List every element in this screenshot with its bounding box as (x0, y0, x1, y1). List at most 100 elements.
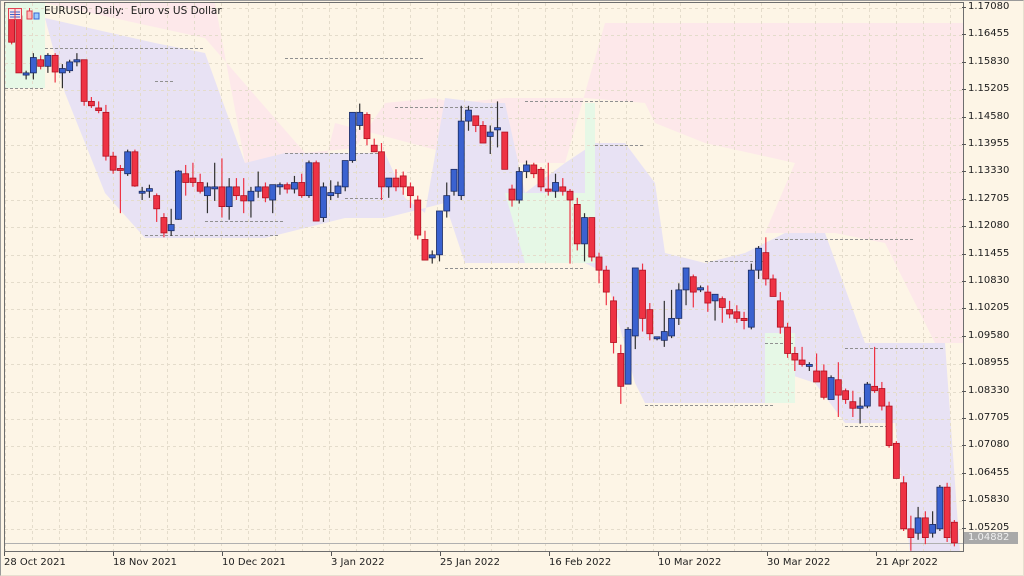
chart-type-icon[interactable] (26, 5, 40, 20)
bear-candle (537, 168, 545, 188)
candlestick-chart (5, 3, 963, 551)
price-tick: 1.12080 (961, 220, 1009, 232)
bear-candle (407, 186, 414, 197)
bear-candle (740, 317, 748, 321)
bull-candle (682, 267, 690, 291)
bear-candle (363, 114, 371, 140)
bear-candle (842, 390, 849, 400)
bear-candle (646, 309, 654, 335)
bear-candle (588, 217, 596, 258)
bear-candle (602, 269, 610, 293)
bull-candle (349, 111, 356, 161)
price-tick: 1.10205 (961, 302, 1009, 314)
bull-candle (356, 111, 364, 126)
bull-candle (320, 186, 327, 218)
bull-candle (755, 247, 762, 271)
bear-candle (196, 182, 204, 192)
bear-candle (798, 359, 806, 365)
bull-candle (457, 120, 465, 197)
bull-candle (291, 182, 298, 190)
price-tick: 1.08955 (961, 357, 1009, 369)
bear-candle (160, 217, 168, 234)
price-tick: 1.08330 (961, 385, 1009, 397)
bear-candle (704, 291, 712, 304)
bull-candle (936, 486, 944, 530)
time-axis[interactable]: 28 Oct 2021 18 Nov 2021 10 Dec 2021 3 Jan 2… (4, 552, 964, 574)
bear-candle (37, 59, 45, 67)
bear-candle (610, 300, 617, 343)
time-tick: 30 Mar 2022 (767, 552, 830, 568)
bull-candle (225, 186, 233, 207)
bear-candle (769, 278, 777, 297)
bull-candle (523, 164, 530, 172)
price-tick: 1.15830 (961, 56, 1009, 68)
chart-list-icon[interactable] (8, 5, 22, 20)
bull-candle (914, 517, 922, 534)
bull-candle (276, 184, 284, 188)
bear-candle (784, 326, 791, 354)
bear-candle (617, 353, 625, 387)
bear-candle (530, 164, 538, 175)
bull-candle (436, 210, 443, 256)
bull-candle (711, 293, 719, 302)
price-tick: 1.09580 (961, 330, 1009, 342)
price-axis[interactable]: 1.17080 1.16455 1.15830 1.15205 1.14580 1.139… (961, 0, 1024, 552)
cloud-range (45, 18, 960, 551)
bear-candle (943, 486, 951, 538)
bull-candle (124, 151, 132, 175)
bear-candle (233, 186, 240, 197)
bull-candle (204, 186, 211, 197)
bull-candle (22, 72, 30, 76)
bear-candle (508, 188, 516, 201)
bull-candle (465, 109, 472, 122)
bull-candle (73, 59, 81, 63)
price-tick: 1.05205 (961, 522, 1009, 534)
chart-plot-area[interactable] (4, 2, 964, 552)
time-tick: 3 Jan 2022 (331, 552, 385, 568)
bull-candle (450, 168, 458, 192)
bear-candle (950, 521, 958, 544)
price-tick: 1.06455 (961, 467, 1009, 479)
cloud-down (45, 3, 963, 343)
price-tick: 1.07705 (961, 412, 1009, 424)
bull-candle (675, 289, 683, 319)
bull-candle (827, 377, 835, 400)
bear-candle (80, 59, 88, 102)
bear-candle (834, 379, 842, 396)
bull-candle (856, 405, 864, 409)
bull-candle (327, 192, 335, 197)
bear-candle (573, 204, 581, 245)
price-tick: 1.13330 (961, 165, 1009, 177)
bear-candle (472, 115, 480, 126)
bull-candle (428, 254, 436, 259)
bear-candle (189, 177, 197, 183)
bull-candle (341, 160, 349, 188)
bear-candle (283, 184, 291, 190)
bull-candle (254, 186, 262, 192)
bull-candle (747, 269, 755, 328)
bull-candle (211, 186, 219, 190)
bull-candle (58, 68, 66, 74)
bear-candle (421, 239, 429, 261)
price-tick: 1.11455 (961, 248, 1009, 260)
bear-candle (849, 401, 857, 409)
bull-candle (624, 328, 632, 385)
bear-candle (131, 151, 139, 187)
bear-candle (15, 15, 23, 74)
bear-candle (312, 162, 320, 222)
bear-candle (566, 190, 574, 201)
bear-candle (726, 309, 733, 315)
time-tick: 10 Dec 2021 (222, 552, 286, 568)
bear-candle (559, 186, 567, 192)
bear-candle (813, 370, 820, 383)
bull-candle (269, 184, 277, 201)
bear-candle (218, 186, 226, 207)
bear-candle (871, 385, 879, 392)
bear-candle (298, 182, 306, 197)
chart-title-bar: EURUSD, Daily: Euro vs US Dollar (8, 4, 222, 20)
time-tick: 21 Apr 2022 (876, 552, 938, 568)
bear-candle (95, 107, 103, 111)
price-tick: 1.14580 (961, 111, 1009, 123)
bull-candle (175, 170, 182, 220)
bear-candle (414, 199, 422, 236)
